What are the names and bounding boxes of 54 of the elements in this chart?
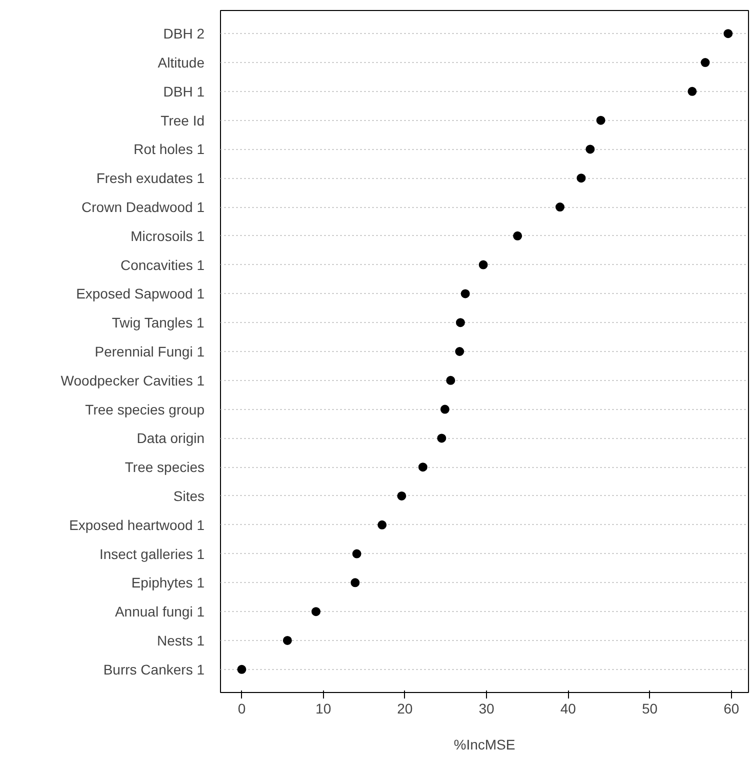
point: [688, 86, 697, 96]
y-tick-label: Epiphytes 1: [131, 574, 205, 591]
x-tick-label: 0: [238, 700, 246, 716]
y-tick-label: Tree Id: [160, 112, 205, 128]
y-tick-label: Twig Tangles 1: [112, 314, 204, 331]
y-tick-label: Sites: [173, 488, 204, 504]
point: [455, 347, 464, 356]
y-tick-label: Fresh exudates 1: [96, 170, 205, 186]
point: [596, 116, 606, 125]
y-tick-label: Annual fungi 1: [114, 604, 205, 620]
x-tick-label: 60: [724, 700, 740, 716]
point: [418, 462, 428, 472]
y-tick-label: Exposed heartwood 1: [69, 516, 205, 533]
y-tick-label: Crown Deadwood 1: [82, 199, 205, 216]
point: [586, 144, 595, 154]
point: [311, 607, 320, 616]
y-tick-label: Data origin: [136, 430, 204, 446]
point: [352, 549, 362, 558]
y-tick-label: Perennial Fungi 1: [94, 344, 205, 360]
y-tick-label: DBH 1: [163, 83, 205, 100]
point: [282, 636, 292, 645]
point: [456, 318, 465, 328]
point: [555, 202, 564, 212]
x-tick-label: 20: [397, 700, 413, 716]
y-tick-label: Concavities 1: [120, 256, 205, 273]
x-tick-label: 40: [560, 700, 576, 716]
x-tick-label: 10: [316, 700, 332, 716]
point: [513, 231, 522, 240]
x-tick-label: 30: [478, 700, 495, 716]
y-tick-label: Exposed Sapwood 1: [76, 286, 205, 302]
point: [446, 376, 456, 385]
point: [397, 492, 406, 500]
point: [237, 664, 246, 674]
point: [350, 578, 360, 588]
point: [460, 289, 470, 298]
point: [724, 29, 733, 38]
y-tick-label: DBH 2: [163, 26, 205, 42]
point: [440, 404, 450, 414]
y-tick-label: Microsoils 1: [130, 228, 205, 244]
y-tick-label: Rot holes 1: [134, 141, 205, 158]
point: [576, 174, 586, 183]
x-axis-title: %IncMSE: [454, 736, 516, 752]
y-tick-label: Insect galleries 1: [99, 546, 205, 562]
y-tick-label: Burrs Cankers 1: [103, 661, 205, 678]
point: [378, 520, 387, 530]
y-tick-label: Tree species: [124, 459, 204, 476]
x-tick-label: 50: [642, 700, 658, 716]
y-tick-label: Tree species group: [85, 401, 205, 418]
point: [437, 434, 446, 443]
y-tick-label: Woodpecker Cavities 1: [60, 372, 205, 388]
y-tick-label: Nests 1: [157, 632, 205, 648]
point: [700, 58, 710, 68]
point: [478, 260, 488, 270]
y-tick-label: Altitude: [158, 54, 205, 71]
